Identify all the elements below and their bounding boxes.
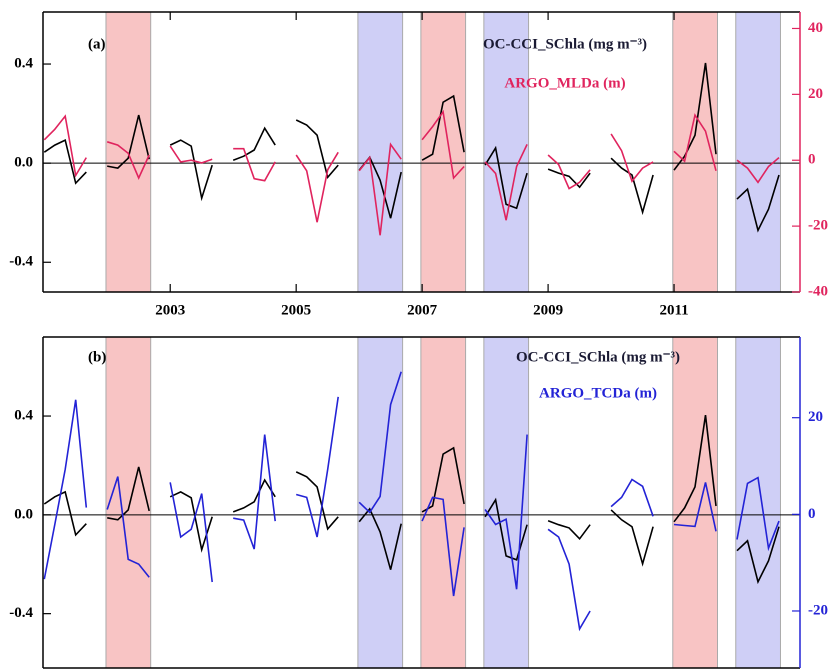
y2-tick-label: -20	[808, 602, 828, 618]
shaded-period	[105, 11, 152, 293]
y-tick-label: 0.0	[14, 155, 33, 171]
legend-entry: OC-CCI_SChla (mg m⁻³)	[483, 36, 647, 52]
y2-tick-label: -20	[808, 218, 828, 234]
shaded-period	[105, 336, 152, 669]
shaded-period	[735, 11, 781, 293]
x-tick-label: 2011	[659, 302, 688, 318]
legend-entry: OC-CCI_SChla (mg m⁻³)	[516, 349, 680, 365]
y2-tick-label: 0	[808, 152, 816, 168]
y2-tick-label: 40	[808, 20, 823, 36]
y2-tick-label: 20	[808, 86, 823, 102]
x-tick-label: 2009	[533, 302, 563, 318]
y2-tick-label: 0	[808, 506, 816, 522]
legend-entry: ARGO_TCDa (m)	[539, 385, 657, 401]
data-line	[43, 62, 780, 233]
y2-tick-label: 20	[808, 409, 823, 425]
x-tick-label: 2003	[155, 302, 185, 318]
y2-tick-label: -40	[808, 283, 828, 299]
shaded-period	[735, 336, 781, 669]
data-line	[43, 371, 780, 632]
y-tick-label: -0.4	[9, 254, 33, 270]
y-tick-label: 0.4	[14, 407, 33, 423]
x-tick-label: 2005	[281, 302, 311, 318]
panel-label: (a)	[88, 36, 106, 52]
shaded-period	[672, 11, 718, 293]
x-tick-label: 2007	[407, 302, 438, 318]
legend-entry: ARGO_MLDa (m)	[504, 75, 625, 91]
data-line	[43, 109, 780, 236]
shaded-period	[420, 11, 467, 293]
y-tick-label: 0.4	[14, 55, 33, 71]
y-tick-label: -0.4	[9, 605, 33, 621]
panel-label: (b)	[88, 349, 106, 365]
data-line	[43, 414, 780, 585]
y-tick-label: 0.0	[14, 506, 33, 522]
shaded-period	[483, 11, 530, 293]
shaded-period	[483, 336, 530, 669]
shaded-period	[672, 336, 718, 669]
